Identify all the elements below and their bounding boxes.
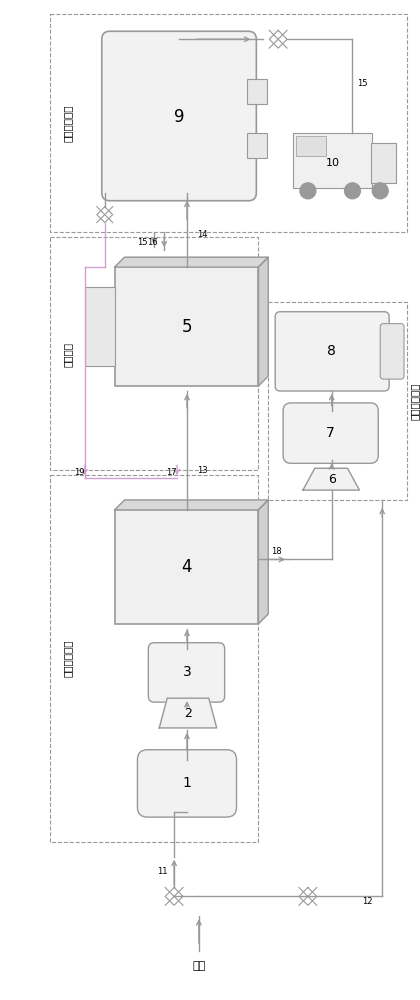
Text: 压缩净化单元: 压缩净化单元: [63, 640, 73, 677]
Bar: [293, 133, 372, 188]
Polygon shape: [258, 500, 268, 624]
Text: 15: 15: [137, 238, 147, 247]
Circle shape: [344, 183, 360, 199]
Text: 15: 15: [357, 79, 368, 88]
Text: 5: 5: [182, 318, 192, 336]
FancyBboxPatch shape: [137, 750, 236, 817]
Bar: [247, 79, 267, 104]
Bar: [371, 143, 396, 183]
Polygon shape: [159, 698, 217, 728]
Text: 1: 1: [183, 776, 192, 790]
Text: 井源: 井源: [192, 961, 205, 971]
Polygon shape: [303, 468, 360, 490]
Text: 7: 7: [326, 426, 335, 440]
Bar: [50, 237, 258, 470]
Text: 19: 19: [74, 468, 85, 477]
FancyBboxPatch shape: [380, 324, 404, 379]
Polygon shape: [258, 257, 268, 386]
Text: 8: 8: [327, 344, 336, 358]
Bar: [85, 287, 115, 366]
Text: 液体储运单元: 液体储运单元: [63, 105, 73, 142]
Bar: [115, 510, 258, 624]
Text: 12: 12: [362, 897, 373, 906]
Bar: [268, 302, 407, 500]
FancyBboxPatch shape: [148, 643, 225, 702]
Text: 11: 11: [157, 867, 167, 876]
Bar: [115, 267, 258, 386]
Text: 4: 4: [182, 558, 192, 576]
Text: 3: 3: [183, 665, 192, 679]
Bar: [50, 14, 407, 232]
Bar: [50, 475, 258, 842]
Bar: [296, 136, 326, 156]
Text: 18: 18: [271, 547, 281, 556]
Circle shape: [372, 183, 388, 199]
FancyBboxPatch shape: [283, 403, 378, 463]
Text: 16: 16: [147, 238, 157, 247]
FancyBboxPatch shape: [102, 31, 256, 201]
Text: 14: 14: [197, 230, 207, 239]
Text: 9: 9: [174, 108, 184, 126]
Text: 2: 2: [184, 707, 192, 720]
Text: 液化单元: 液化单元: [63, 342, 73, 367]
FancyBboxPatch shape: [275, 312, 389, 391]
Text: 13: 13: [197, 466, 207, 475]
Text: 6: 6: [328, 473, 336, 486]
Text: 17: 17: [166, 468, 177, 477]
Polygon shape: [115, 500, 268, 510]
Text: 10: 10: [326, 158, 340, 168]
Text: 发电机组单元: 发电机组单元: [410, 382, 420, 420]
Circle shape: [300, 183, 316, 199]
Bar: [247, 133, 267, 158]
Polygon shape: [115, 257, 268, 267]
